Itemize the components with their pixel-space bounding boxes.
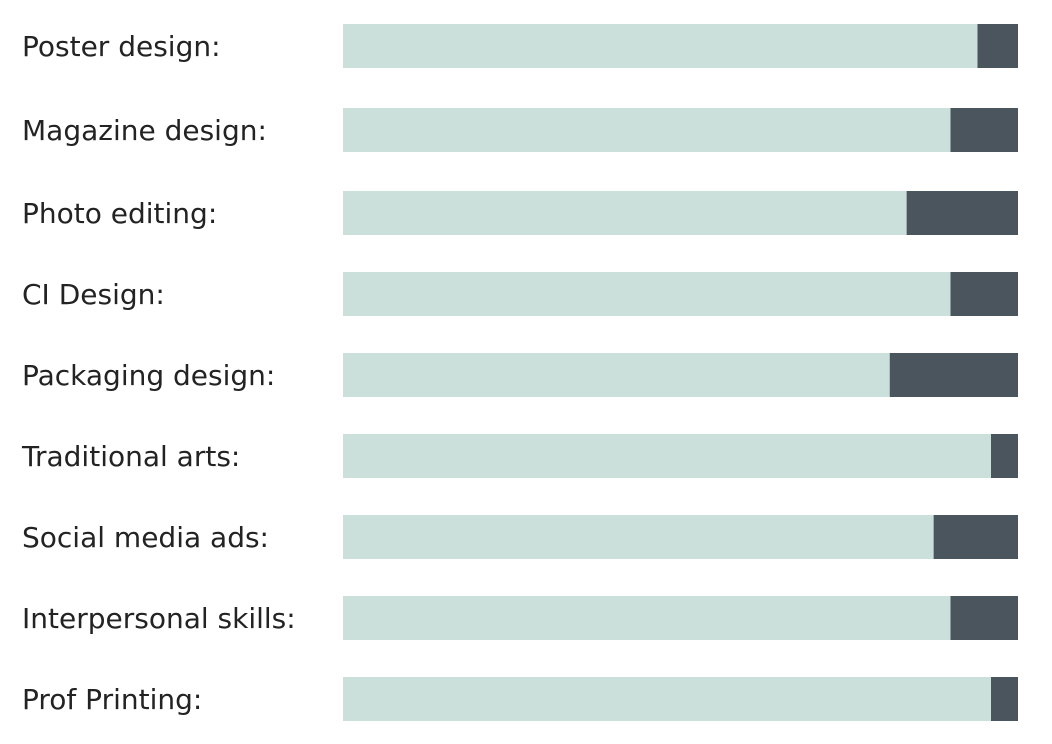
skill-row-packaging-design: Packaging design: (22, 353, 1018, 397)
skill-bar-remainder-ci-design (950, 272, 1018, 316)
skill-bar-filled-ci-design (343, 272, 951, 316)
skill-label-interpersonal-skills: Interpersonal skills: (22, 602, 296, 635)
skill-label-ci-design: CI Design: (22, 278, 165, 311)
skill-bar-remainder-prof-printing (991, 677, 1018, 721)
skill-bar-remainder-poster-design (977, 24, 1018, 68)
skill-row-poster-design: Poster design: (22, 24, 1018, 68)
skill-bar-filled-traditional-arts (343, 434, 991, 478)
skill-row-social-media-ads: Social media ads: (22, 515, 1018, 559)
skill-row-ci-design: CI Design: (22, 272, 1018, 316)
skill-bar-remainder-social-media-ads (933, 515, 1018, 559)
skill-row-interpersonal-skills: Interpersonal skills: (22, 596, 1018, 640)
skill-bar-filled-interpersonal-skills (343, 596, 951, 640)
skill-bar-filled-social-media-ads (343, 515, 934, 559)
skill-bar-filled-photo-editing (343, 191, 907, 235)
skill-row-magazine-design: Magazine design: (22, 108, 1018, 152)
skill-bar-filled-magazine-design (343, 108, 951, 152)
skill-label-traditional-arts: Traditional arts: (21, 440, 240, 473)
skill-row-traditional-arts: Traditional arts: (21, 434, 1018, 478)
skill-bar-remainder-traditional-arts (991, 434, 1018, 478)
skill-bar-remainder-packaging-design (889, 353, 1018, 397)
skill-label-poster-design: Poster design: (22, 30, 221, 63)
skill-label-packaging-design: Packaging design: (22, 359, 275, 392)
skill-bar-filled-poster-design (343, 24, 978, 68)
skill-bar-remainder-interpersonal-skills (950, 596, 1018, 640)
skill-label-photo-editing: Photo editing: (22, 197, 217, 230)
skill-label-magazine-design: Magazine design: (22, 114, 267, 147)
skill-row-photo-editing: Photo editing: (22, 191, 1018, 235)
skill-label-prof-printing: Prof Printing: (22, 683, 202, 716)
skill-row-prof-printing: Prof Printing: (22, 677, 1018, 721)
skill-label-social-media-ads: Social media ads: (22, 521, 269, 554)
skill-bar-filled-packaging-design (343, 353, 890, 397)
skill-bar-filled-prof-printing (343, 677, 991, 721)
skill-bar-remainder-magazine-design (950, 108, 1018, 152)
skill-bar-remainder-photo-editing (906, 191, 1018, 235)
